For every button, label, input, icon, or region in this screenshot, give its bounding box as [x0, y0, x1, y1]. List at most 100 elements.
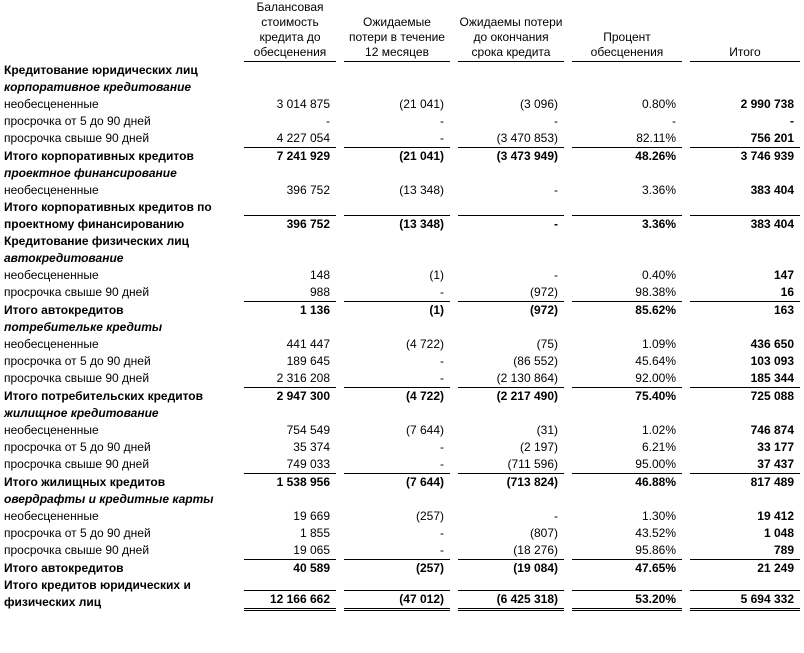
row-label: просрочка от 5 до 90 дней: [4, 526, 151, 540]
cell-value: 19 669: [240, 508, 340, 525]
cell-text: (257): [344, 559, 450, 577]
cell-value: 21 249: [686, 559, 804, 577]
cell-text: 43.52%: [635, 526, 676, 540]
cell-value: (19 084): [454, 559, 568, 577]
cell-value: 2 316 208: [240, 370, 340, 387]
cell-value: 3 746 939: [686, 147, 804, 165]
cell-text: -: [554, 509, 558, 523]
data-row: необесцененные 148 (1) - 0.40% 147: [4, 267, 804, 284]
row-label: Итого кредитов юридических и физических …: [4, 578, 191, 609]
cell-value: -: [340, 353, 454, 370]
column-header-text: Ожидаемые потери в течение 12 месяцев: [344, 15, 450, 62]
cell-value: 19 412: [686, 508, 804, 525]
cell-text: 2 990 738: [740, 97, 794, 111]
cell-value: -: [686, 113, 804, 130]
data-row: просрочка свыше 90 дней 749 033 - (711 596)…: [4, 456, 804, 473]
cell-text: 16: [780, 285, 794, 299]
cell-text: 3 746 939: [690, 147, 800, 165]
cell-value: 148: [240, 267, 340, 284]
data-row: необесцененные 396 752 (13 348) - 3.36% 383 4…: [4, 182, 804, 199]
cell-text: -: [554, 183, 558, 197]
group: потребительке кредиты: [4, 319, 804, 336]
data-row: просрочка от 5 до 90 дней 35 374 - (2 197) 6…: [4, 439, 804, 456]
row-label: просрочка свыше 90 дней: [4, 457, 150, 471]
cell-text: -: [440, 440, 444, 454]
cell-text: 4 227 054: [276, 131, 330, 145]
cell-text: 2 947 300: [244, 387, 336, 405]
cell-value: -: [454, 508, 568, 525]
cell-text: (75): [536, 337, 558, 351]
cell-text: 3.36%: [641, 183, 676, 197]
cell-value: -: [454, 199, 568, 233]
cell-value: 396 752: [240, 182, 340, 199]
cell-value: 95.00%: [568, 456, 686, 473]
cell-text: 1 136: [244, 301, 336, 319]
row-label: необесцененные: [4, 183, 99, 197]
section-label: Кредитование юридических лиц: [4, 63, 198, 77]
cell-text: (3 470 853): [496, 131, 558, 145]
cell-value: 95.86%: [568, 542, 686, 559]
cell-value: 75.40%: [568, 387, 686, 405]
cell-value: 0.40%: [568, 267, 686, 284]
cell-value: 396 752: [240, 199, 340, 233]
group-label: автокредитование: [4, 251, 124, 265]
cell-text: -: [440, 543, 444, 557]
cell-text: 383 404: [690, 215, 800, 233]
cell-text: (86 552): [513, 354, 558, 368]
cell-value: 37 437: [686, 456, 804, 473]
cell-text: -: [440, 114, 444, 128]
cell-text: -: [440, 526, 444, 540]
loan-table: Балансовая стоимость кредита до обесцене…: [4, 0, 804, 611]
group-label: овердрафты и кредитные карты: [4, 492, 214, 506]
cell-value: 85.62%: [568, 301, 686, 319]
group: овердрафты и кредитные карты: [4, 491, 804, 508]
total-row: Итого потребительских кредитов 2 947 300 (…: [4, 387, 804, 405]
row-label: просрочка свыше 90 дней: [4, 285, 150, 299]
row-label: Итого жилищных кредитов: [4, 475, 166, 489]
cell-text: 19 669: [293, 509, 330, 523]
data-row: просрочка от 5 до 90 дней 1 855 - (807) 43.5…: [4, 525, 804, 542]
cell-text: 436 650: [750, 337, 794, 351]
data-row: необесцененные 754 549 (7 644) (31) 1.02% 746…: [4, 422, 804, 439]
column-header-text: Ожидаемы потери до окончания срока креди…: [458, 15, 564, 62]
cell-value: 3 014 875: [240, 96, 340, 113]
column-header-text: Итого: [690, 45, 800, 62]
cell-value: (4 722): [340, 336, 454, 353]
cell-text: 48.26%: [572, 147, 682, 165]
cell-value: (18 276): [454, 542, 568, 559]
cell-text: (972): [458, 301, 564, 319]
cell-value: 3.36%: [568, 182, 686, 199]
column-header-text: Балансовая стоимость кредита до обесцене…: [244, 0, 336, 62]
cell-value: 98.38%: [568, 284, 686, 301]
cell-value: (31): [454, 422, 568, 439]
cell-value: 103 093: [686, 353, 804, 370]
cell-value: 92.00%: [568, 370, 686, 387]
cell-text: 3 014 875: [276, 97, 330, 111]
cell-value: 0.80%: [568, 96, 686, 113]
cell-text: 147: [773, 268, 794, 282]
cell-value: (3 096): [454, 96, 568, 113]
cell-text: -: [440, 285, 444, 299]
cell-value: -: [454, 113, 568, 130]
cell-text: (711 596): [507, 457, 558, 471]
cell-text: 21 249: [690, 559, 800, 577]
cell-text: (21 041): [344, 147, 450, 165]
row-label: Итого корпоративных кредитов: [4, 149, 194, 163]
cell-value: 1.09%: [568, 336, 686, 353]
total-row: Итого жилищных кредитов 1 538 956 (7 644) (…: [4, 473, 804, 491]
data-row: просрочка свыше 90 дней 2 316 208 - (2 130 …: [4, 370, 804, 387]
row-label: Итого автокредитов: [4, 561, 124, 575]
data-row: просрочка свыше 90 дней 988 - (972) 98.38% 16: [4, 284, 804, 301]
cell-text: 725 088: [690, 387, 800, 405]
group-label: потребительке кредиты: [4, 320, 163, 334]
cell-value: 746 874: [686, 422, 804, 439]
column-header: Балансовая стоимость кредита до обесцене…: [240, 0, 340, 62]
cell-text: 82.11%: [636, 131, 676, 145]
column-header: Процент обесценения: [568, 0, 686, 62]
cell-value: (713 824): [454, 473, 568, 491]
cell-value: (2 130 864): [454, 370, 568, 387]
cell-text: 1.09%: [641, 337, 676, 351]
cell-text: 46.88%: [572, 473, 682, 491]
group: корпоративное кредитование: [4, 79, 804, 96]
cell-text: 756 201: [750, 131, 794, 145]
